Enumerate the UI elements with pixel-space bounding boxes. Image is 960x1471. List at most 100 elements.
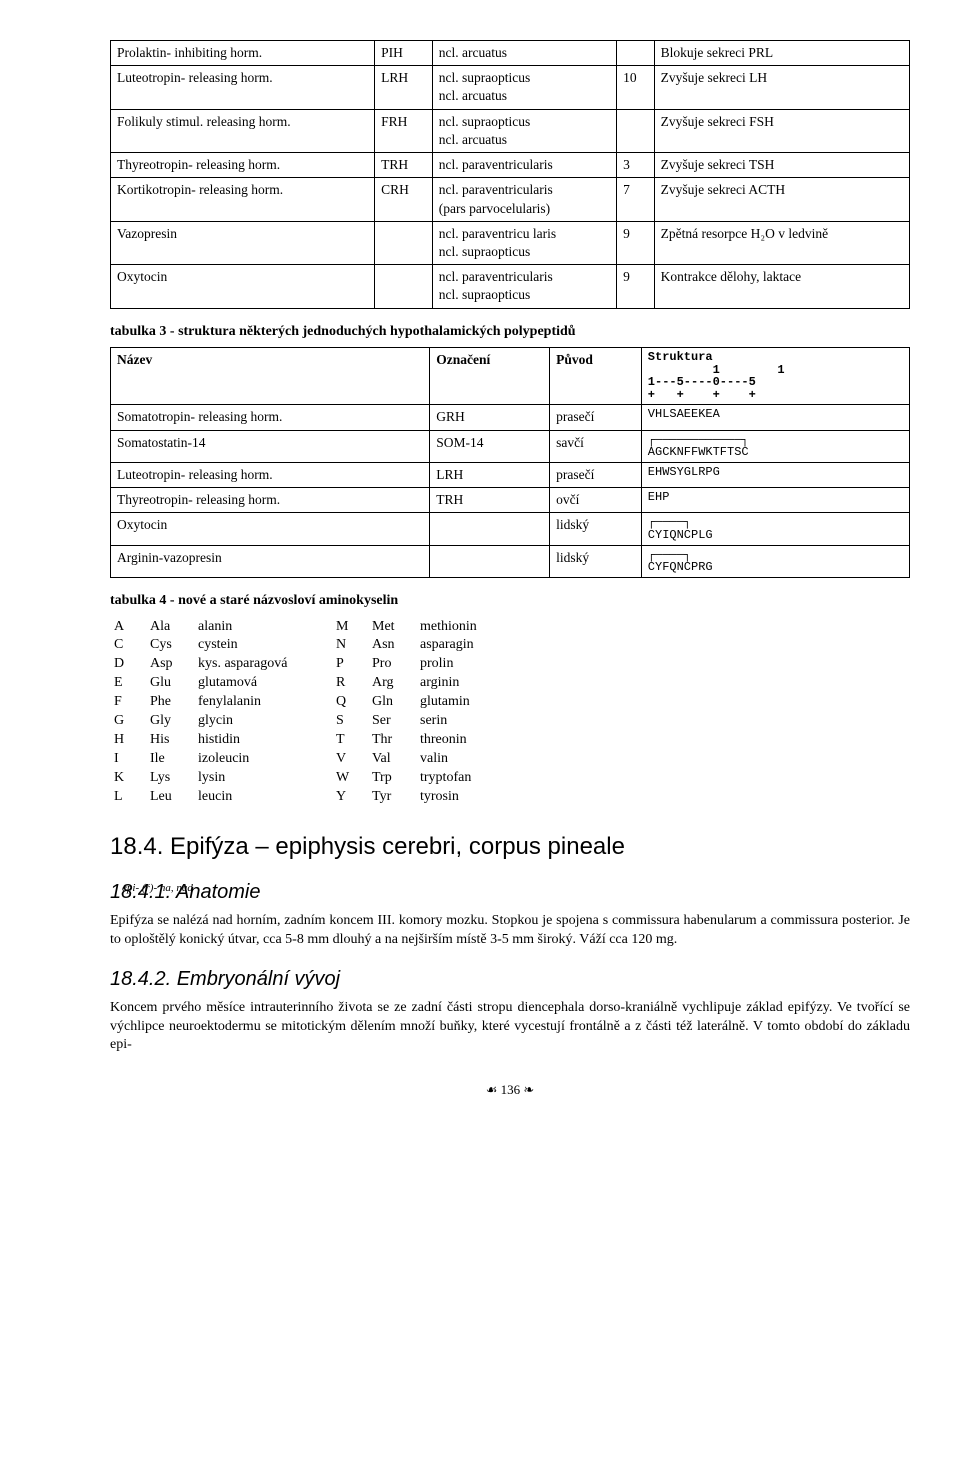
heading-18-4-1: 18.4.1. Anatomie xyxy=(110,879,910,906)
aa-cell: T xyxy=(332,731,368,750)
aa-cell: asparagin xyxy=(416,636,910,655)
table-cell: ┌────┐ CYFQNCPRG xyxy=(641,545,909,577)
aa-cell: glycin xyxy=(194,712,332,731)
table-cell: ncl. supraopticus ncl. arcuatus xyxy=(432,109,616,152)
table-hormones: Prolaktin- inhibiting horm.PIHncl. arcua… xyxy=(110,40,910,309)
aa-cell: alanin xyxy=(194,618,332,637)
table-cell: VHLSAEEKEA xyxy=(641,405,909,430)
table-cell: Oxytocin xyxy=(111,513,430,545)
table-cell: Oxytocin xyxy=(111,265,375,308)
t3-col-name: Název xyxy=(111,348,430,405)
t3-col-origin: Původ xyxy=(550,348,642,405)
table-cell: Zvyšuje sekreci TSH xyxy=(654,153,909,178)
aa-cell: H xyxy=(110,731,146,750)
aa-cell: F xyxy=(110,693,146,712)
table-cell: ncl. arcuatus xyxy=(432,41,616,66)
table-cell: Thyreotropin- releasing horm. xyxy=(111,153,375,178)
aa-cell: K xyxy=(110,769,146,788)
aa-cell: Asp xyxy=(146,655,194,674)
aa-cell: G xyxy=(110,712,146,731)
aa-cell: L xyxy=(110,788,146,807)
aa-cell: arginin xyxy=(416,674,910,693)
table-cell: 7 xyxy=(617,178,655,221)
t3-col-label: Označení xyxy=(430,348,550,405)
table-cell: Somatotropin- releasing horm. xyxy=(111,405,430,430)
aa-cell: Y xyxy=(332,788,368,807)
aa-cell: D xyxy=(110,655,146,674)
table-cell: ┌────┐ CYIQNCPLG xyxy=(641,513,909,545)
amino-acid-list: AAlaalaninMMetmethioninCCyscysteinNAsnas… xyxy=(110,618,910,807)
aa-cell: fenylalanin xyxy=(194,693,332,712)
table-cell: ncl. paraventricularis xyxy=(432,153,616,178)
heading-18-4-2: 18.4.2. Embryonální vývoj xyxy=(110,966,910,993)
aa-cell: S xyxy=(332,712,368,731)
aa-cell: Val xyxy=(368,750,416,769)
table-cell: EHP xyxy=(641,488,909,513)
aa-cell: Ile xyxy=(146,750,194,769)
table-cell: Zvyšuje sekreci FSH xyxy=(654,109,909,152)
aa-cell: tyrosin xyxy=(416,788,910,807)
table-cell: LRH xyxy=(430,462,550,487)
table-cell: EHWSYGLRPG xyxy=(641,462,909,487)
aa-cell: methionin xyxy=(416,618,910,637)
table-cell: Thyreotropin- releasing horm. xyxy=(111,488,430,513)
aa-cell: E xyxy=(110,674,146,693)
aa-cell: C xyxy=(110,636,146,655)
table-cell: ncl. paraventricularis (pars parvocelula… xyxy=(432,178,616,221)
table-cell: Prolaktin- inhibiting horm. xyxy=(111,41,375,66)
aa-cell: Arg xyxy=(368,674,416,693)
table-cell xyxy=(375,265,433,308)
table-cell: Zvyšuje sekreci LH xyxy=(654,66,909,109)
aa-cell: Ser xyxy=(368,712,416,731)
table-cell xyxy=(430,513,550,545)
t3-col-structure: Struktura 1 1 1---5----0----5 + + + + xyxy=(641,348,909,405)
paragraph-embryo: Koncem prvého měsíce intrauterinního živ… xyxy=(110,999,910,1056)
aa-cell: M xyxy=(332,618,368,637)
table-cell: Zvyšuje sekreci ACTH xyxy=(654,178,909,221)
table-cell: 9 xyxy=(617,265,655,308)
aa-cell: N xyxy=(332,636,368,655)
table-cell: CRH xyxy=(375,178,433,221)
table-cell: savčí xyxy=(550,430,642,462)
aa-cell: W xyxy=(332,769,368,788)
aa-cell: Pro xyxy=(368,655,416,674)
table-cell: TRH xyxy=(430,488,550,513)
table-cell: Luteotropin- releasing horm. xyxy=(111,462,430,487)
aa-cell: valin xyxy=(416,750,910,769)
table-cell: lidský xyxy=(550,513,642,545)
table-cell: Vazopresin xyxy=(111,221,375,264)
aa-cell: Leu xyxy=(146,788,194,807)
aa-cell: R xyxy=(332,674,368,693)
table-cell: prasečí xyxy=(550,405,642,430)
aa-cell: His xyxy=(146,731,194,750)
aa-cell: serin xyxy=(416,712,910,731)
aa-cell: Cys xyxy=(146,636,194,655)
table-cell: LRH xyxy=(375,66,433,109)
aa-cell: Gly xyxy=(146,712,194,731)
aa-cell: Tyr xyxy=(368,788,416,807)
table-cell: Kontrakce dělohy, laktace xyxy=(654,265,909,308)
table-cell: SOM-14 xyxy=(430,430,550,462)
aa-cell: Trp xyxy=(368,769,416,788)
caption-table4: tabulka 4 - nové a staré názvosloví amin… xyxy=(110,592,910,611)
heading-18-4: 18.4. Epifýza – epiphysis cerebri, corpu… xyxy=(110,831,910,863)
page-footer: ☙ 136 ❧ xyxy=(110,1081,910,1099)
table-cell: 9 xyxy=(617,221,655,264)
margin-note-epi: epi- (ř)- na, nad xyxy=(122,881,212,896)
aa-cell: histidin xyxy=(194,731,332,750)
aa-cell: Phe xyxy=(146,693,194,712)
aa-cell: izoleucin xyxy=(194,750,332,769)
table-cell: GRH xyxy=(430,405,550,430)
table-polypeptides: Název Označení Původ Struktura 1 1 1---5… xyxy=(110,347,910,578)
table-cell: Blokuje sekreci PRL xyxy=(654,41,909,66)
aa-cell: V xyxy=(332,750,368,769)
table-cell: ovčí xyxy=(550,488,642,513)
table-cell: FRH xyxy=(375,109,433,152)
aa-cell: P xyxy=(332,655,368,674)
aa-cell: I xyxy=(110,750,146,769)
table-cell: lidský xyxy=(550,545,642,577)
aa-cell: Ala xyxy=(146,618,194,637)
aa-cell: A xyxy=(110,618,146,637)
aa-cell: Lys xyxy=(146,769,194,788)
aa-cell: glutamin xyxy=(416,693,910,712)
